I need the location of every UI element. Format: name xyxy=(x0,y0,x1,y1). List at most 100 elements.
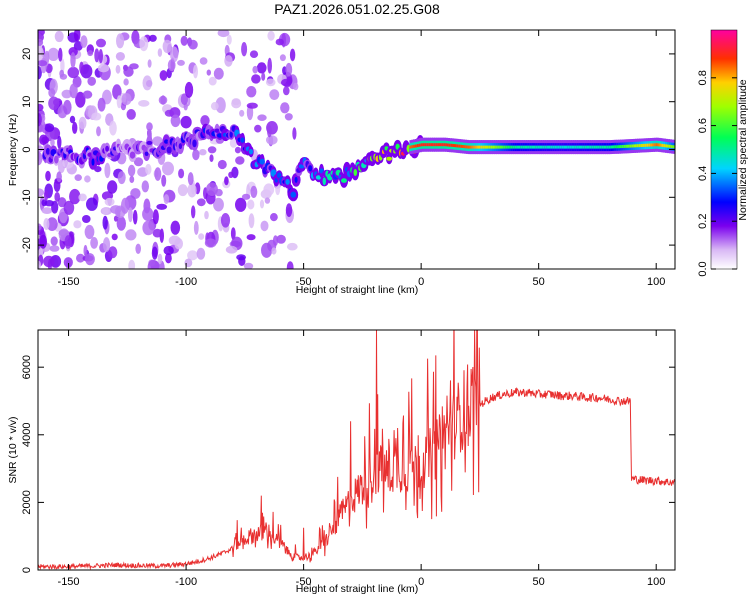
band-core xyxy=(631,144,635,148)
y-tick-label: 0 xyxy=(21,567,33,573)
noise-blob xyxy=(67,66,80,79)
noise-blob xyxy=(259,199,265,209)
noise-blob xyxy=(104,197,115,206)
noise-blob xyxy=(151,246,158,260)
noise-blob xyxy=(72,121,78,134)
noise-blob xyxy=(116,216,127,231)
spectrogram-x-label: Height of straight line (km) xyxy=(296,284,419,296)
noise-blob xyxy=(180,115,192,129)
noise-blob xyxy=(82,215,91,223)
band-core xyxy=(480,145,484,149)
noise-blob xyxy=(243,262,254,269)
noise-blob xyxy=(187,250,198,261)
band-core xyxy=(599,145,603,149)
band-core xyxy=(437,143,441,147)
band-core xyxy=(418,143,422,147)
band-core xyxy=(584,145,588,149)
noise-blob xyxy=(115,64,121,74)
chart-title: PAZ1.2026.051.02.25.G08 xyxy=(274,1,440,17)
noise-blob xyxy=(170,114,181,128)
band-core xyxy=(548,145,552,149)
noise-blob xyxy=(184,81,194,98)
noise-blob xyxy=(180,93,188,105)
noise-blob xyxy=(225,245,238,254)
noise-blob xyxy=(50,236,58,246)
band-core xyxy=(518,145,522,149)
noise-blob xyxy=(284,113,293,121)
noise-blob xyxy=(43,218,50,230)
noise-blob xyxy=(138,100,150,107)
noise-blob xyxy=(249,50,259,58)
noise-blob xyxy=(147,59,152,68)
band-core xyxy=(531,145,535,149)
band-core xyxy=(497,145,501,149)
y-tick-label: 6000 xyxy=(21,355,33,379)
noise-blob xyxy=(157,253,163,265)
noise-blob xyxy=(74,174,82,182)
band-core xyxy=(533,145,537,149)
noise-blob xyxy=(257,114,267,121)
noise-blob xyxy=(170,220,181,235)
noise-blob xyxy=(102,215,108,230)
noise-blob xyxy=(163,194,170,205)
band-core xyxy=(668,144,672,148)
noise-blob xyxy=(85,253,95,266)
trace-blob xyxy=(294,176,298,183)
trace-blob xyxy=(146,140,153,145)
band-core xyxy=(603,145,607,149)
noise-blob xyxy=(213,197,224,212)
trace-blob xyxy=(240,137,245,143)
noise-blob xyxy=(198,233,205,240)
noise-blob xyxy=(248,213,255,229)
band-core xyxy=(499,145,503,149)
noise-blob xyxy=(162,161,174,176)
band-core xyxy=(612,145,616,149)
band-core xyxy=(413,144,417,148)
band-core xyxy=(447,143,450,147)
band-core xyxy=(591,145,595,149)
band-core xyxy=(663,144,667,148)
snr-ticks: -150 -100 -50 0 50 100 0 2000 4000 6000 xyxy=(21,330,675,588)
band-core xyxy=(614,145,618,149)
trace-blob xyxy=(54,155,59,164)
noise-blob xyxy=(250,185,258,198)
trace-blob xyxy=(229,131,233,138)
noise-blob xyxy=(165,253,172,264)
noise-blob xyxy=(80,35,88,48)
noise-blob xyxy=(129,175,135,183)
noise-blob xyxy=(87,76,96,86)
band-core xyxy=(567,145,571,149)
band-core xyxy=(477,145,481,149)
noise-blob xyxy=(152,209,159,225)
noise-blob xyxy=(58,47,63,62)
trace-blob xyxy=(322,177,326,186)
noise-blob xyxy=(199,149,207,156)
noise-blob xyxy=(267,30,275,41)
noise-blob xyxy=(267,124,272,138)
band-core xyxy=(482,145,486,149)
noise-blob xyxy=(208,76,217,86)
band-core xyxy=(490,145,494,149)
band-core xyxy=(554,145,558,149)
noise-blob xyxy=(241,42,248,57)
noise-blob xyxy=(279,54,286,62)
trace-blob xyxy=(353,169,358,176)
noise-blob xyxy=(51,200,59,214)
band-core xyxy=(471,145,475,149)
trace-blob xyxy=(129,151,136,159)
noise-blob xyxy=(146,122,153,132)
band-core xyxy=(621,145,625,148)
band-core xyxy=(520,145,524,149)
noise-blob xyxy=(38,46,43,54)
noise-blob xyxy=(127,164,136,177)
noise-blob xyxy=(38,103,44,112)
band-core xyxy=(469,145,473,149)
noise-blob xyxy=(266,135,278,145)
snr-x-label: Height of straight line (km) xyxy=(296,583,419,595)
band-core xyxy=(561,145,565,149)
noise-blob xyxy=(267,57,273,74)
noise-blob xyxy=(293,82,299,91)
noise-blob xyxy=(234,146,241,154)
x-tick-label: 50 xyxy=(533,276,545,288)
noise-blob xyxy=(102,237,111,253)
